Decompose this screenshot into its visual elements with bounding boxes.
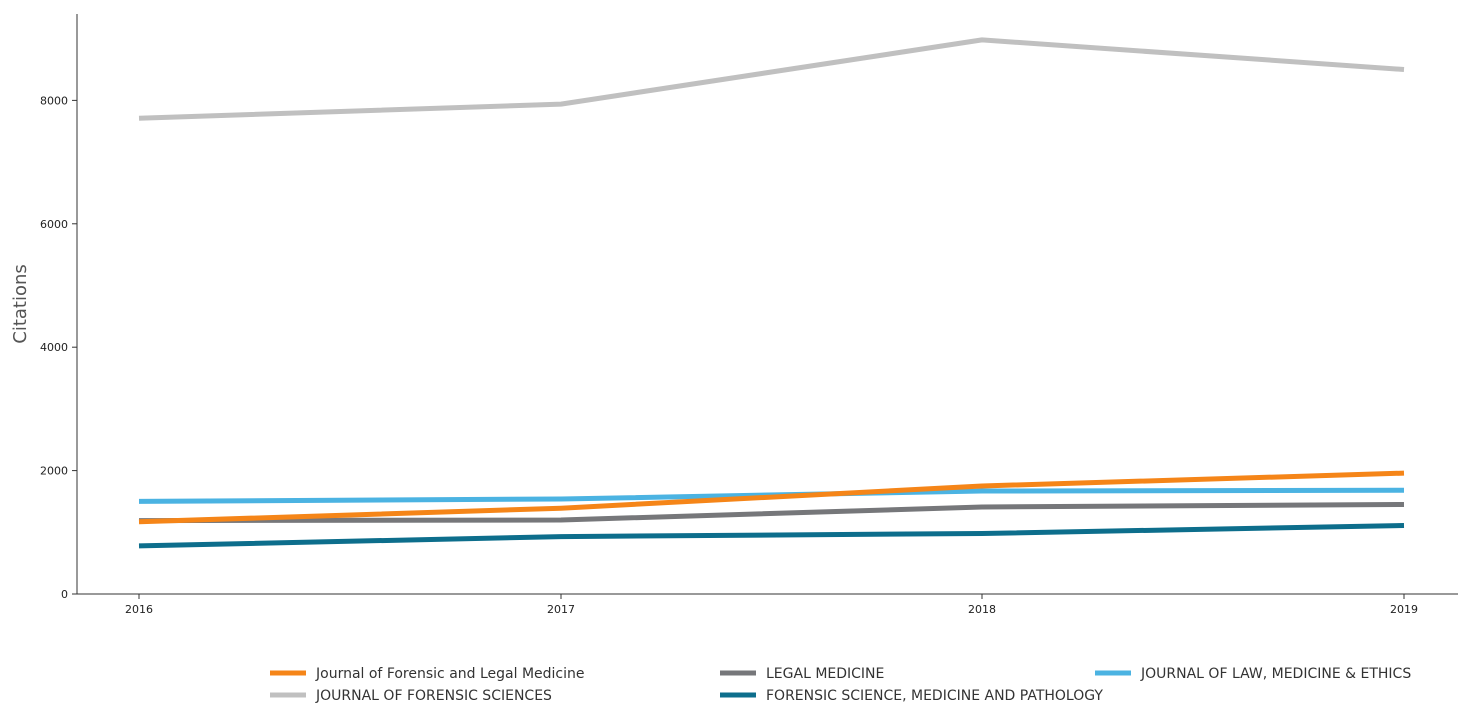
- series-line: [138, 470, 1405, 525]
- x-tick-label: 2017: [547, 603, 575, 616]
- x-tick-label: 2016: [125, 603, 153, 616]
- axes: 0 2000 4000 6000 8000 2016 2017 2018 2019 Citatio…: [10, 14, 1458, 616]
- legend-item: FORENSIC SCIENCE, MEDICINE AND PATHOLOGY: [720, 688, 1103, 704]
- y-tick-label: 0: [61, 588, 68, 601]
- x-tick-label: 2019: [1390, 603, 1418, 616]
- legend: Journal of Forensic and Legal Medicine JO…: [270, 666, 1411, 704]
- legend-label: FORENSIC SCIENCE, MEDICINE AND PATHOLOGY: [766, 688, 1103, 704]
- y-tick-label: 6000: [40, 218, 68, 231]
- series-line: [138, 523, 1405, 549]
- y-axis-title: Citations: [10, 264, 31, 344]
- y-tick-label: 4000: [40, 341, 68, 354]
- legend-label: JOURNAL OF LAW, MEDICINE & ETHICS: [1140, 666, 1411, 682]
- legend-item: JOURNAL OF FORENSIC SCIENCES: [270, 688, 552, 704]
- legend-item: Journal of Forensic and Legal Medicine: [270, 666, 585, 682]
- legend-label: Journal of Forensic and Legal Medicine: [315, 666, 585, 682]
- legend-label: JOURNAL OF FORENSIC SCIENCES: [315, 688, 552, 704]
- x-tick-label: 2018: [968, 603, 996, 616]
- series-line: [138, 502, 1405, 524]
- y-tick-label: 2000: [40, 465, 68, 478]
- series-line: [138, 37, 1405, 121]
- y-tick-label: 8000: [40, 94, 68, 107]
- legend-item: JOURNAL OF LAW, MEDICINE & ETHICS: [1095, 666, 1411, 682]
- legend-item: LEGAL MEDICINE: [720, 666, 884, 682]
- legend-label: LEGAL MEDICINE: [766, 666, 884, 682]
- series-lines: [138, 37, 1405, 549]
